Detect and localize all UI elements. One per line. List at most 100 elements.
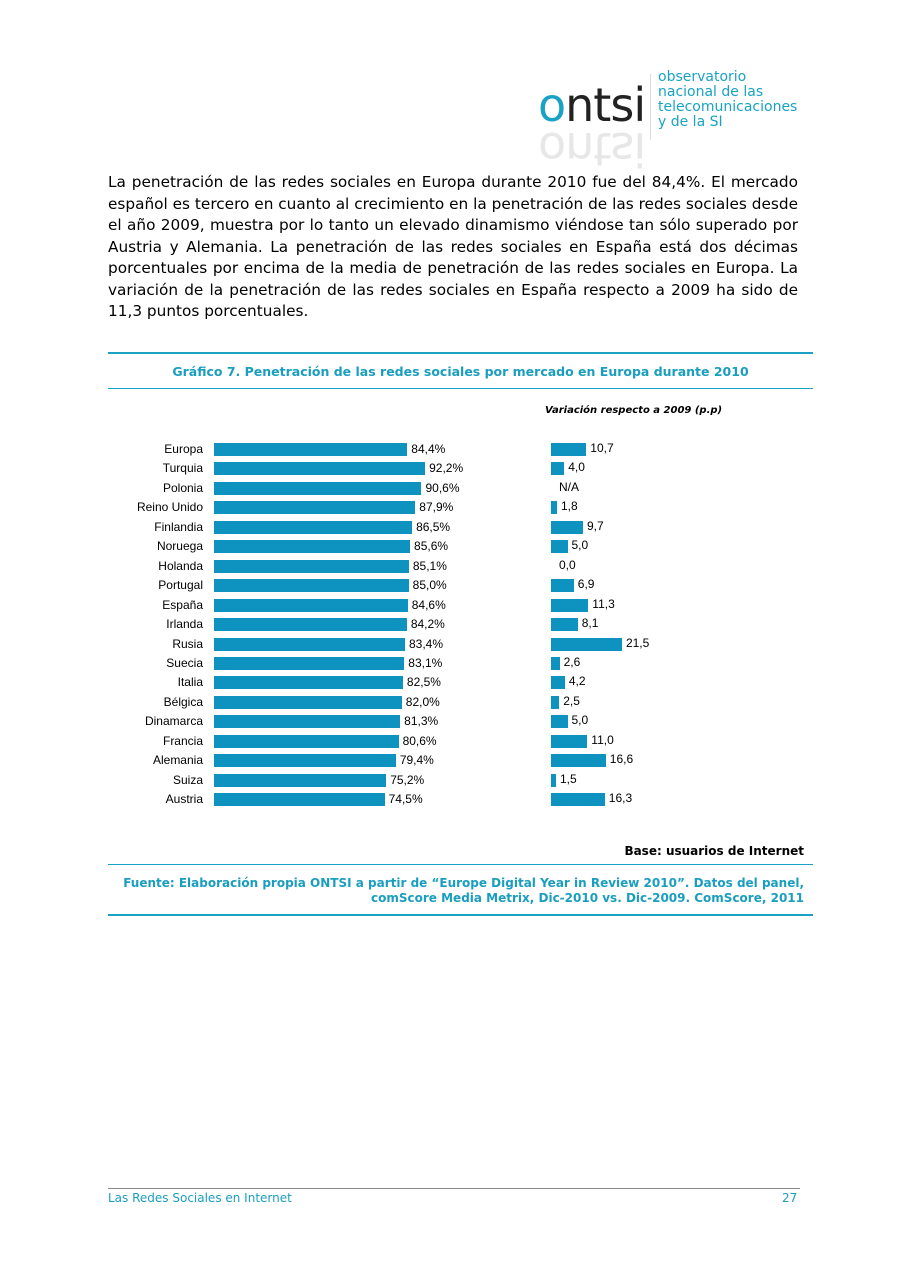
variation-value-label: 16,6 (609, 752, 634, 767)
penetration-bar (214, 773, 387, 787)
penetration-bar (214, 481, 422, 495)
penetration-bar (214, 579, 409, 593)
variation-bar (551, 520, 583, 534)
penetration-value-label: 74,5% (388, 792, 423, 807)
category-label: Alemania (152, 753, 203, 768)
logo-mark: ontsi (538, 78, 646, 132)
variation-bar (551, 637, 622, 651)
penetration-bar (214, 793, 385, 807)
variation-bar (551, 462, 565, 476)
category-label: Austria (165, 792, 203, 807)
category-label: Finlandia (154, 519, 203, 534)
penetration-bar (214, 637, 405, 651)
category-label: Dinamarca (144, 714, 203, 729)
variation-value-label: 6,9 (577, 577, 595, 592)
penetration-value-label: 90,6% (425, 480, 460, 495)
body-paragraph: La penetración de las redes sociales en … (108, 173, 798, 320)
variation-bar (551, 754, 606, 768)
penetration-bar (214, 559, 409, 573)
variation-value-label: 16,3 (608, 791, 633, 806)
category-label: Portugal (158, 578, 203, 593)
variation-value-label: 2,6 (563, 654, 581, 669)
category-label: Turquia (162, 461, 203, 476)
chart-base: Base: usuarios de Internet (624, 844, 804, 858)
variation-title: Variación respecto a 2009 (p.p) (545, 405, 723, 416)
penetration-bar (214, 462, 426, 476)
chart-source: Fuente: Elaboración propia ONTSI a parti… (123, 876, 804, 905)
variation-bar (551, 715, 568, 729)
penetration-bar (214, 754, 396, 768)
penetration-bar (214, 598, 408, 612)
divider (108, 914, 813, 916)
penetration-value-label: 83,1% (408, 655, 443, 670)
logo-line: nacional de las (658, 84, 764, 100)
logo-line: telecomunicaciones (658, 99, 798, 115)
variation-bar (551, 676, 565, 690)
category-label: Bélgica (163, 694, 203, 709)
penetration-value-label: 82,5% (406, 675, 441, 690)
penetration-value-label: 75,2% (390, 772, 425, 787)
variation-bar (551, 773, 556, 787)
logo-line: observatorio (658, 69, 747, 85)
penetration-value-label: 86,5% (416, 519, 451, 534)
logo-separator (650, 74, 651, 140)
variation-value-label: 5,0 (571, 713, 589, 728)
variation-bar (551, 598, 589, 612)
penetration-value-label: 85,1% (412, 558, 447, 573)
variation-bar (551, 579, 574, 593)
category-label: Noruega (156, 539, 203, 554)
category-label: Holanda (158, 558, 203, 573)
penetration-value-label: 92,2% (429, 461, 464, 476)
variation-value-label: 21,5 (625, 635, 650, 650)
category-label: Irlanda (166, 617, 203, 632)
logo-line: y de la SI (658, 114, 723, 130)
category-label: Reino Unido (136, 500, 203, 515)
variation-value-label: 11,3 (592, 596, 615, 611)
category-label: Italia (177, 675, 203, 690)
divider (108, 864, 813, 865)
divider (108, 352, 813, 354)
penetration-bar (214, 695, 402, 709)
variation-bar (551, 443, 587, 456)
variation-value-label: N/A (559, 479, 580, 494)
penetration-bar (214, 676, 403, 690)
variation-bar (551, 695, 560, 709)
variation-bar (551, 793, 605, 807)
variation-bar (551, 501, 557, 515)
page-number: 27 (782, 1191, 798, 1205)
variation-value-label: 4,2 (568, 674, 586, 689)
penetration-value-label: 81,3% (404, 714, 439, 729)
penetration-bar (214, 501, 416, 515)
penetration-value-label: 85,6% (414, 539, 449, 554)
penetration-bar (214, 734, 399, 748)
logo-text: observatorio nacional de las telecomunic… (658, 70, 797, 130)
divider (108, 388, 813, 389)
variation-value-label: 4,0 (568, 460, 585, 475)
category-label: Europa (164, 442, 203, 456)
variation-value-label: 0,0 (559, 557, 576, 572)
penetration-value-label: 84,4% (411, 442, 446, 456)
variation-bar (551, 656, 560, 670)
variation-value-label: 1,5 (559, 771, 577, 786)
category-label: Rusia (172, 636, 203, 651)
variation-value-label: 8,1 (581, 616, 599, 631)
penetration-value-label: 83,4% (408, 636, 444, 651)
penetration-value-label: 80,6% (402, 733, 437, 748)
variation-bar (551, 734, 588, 748)
footer-rule (108, 1188, 800, 1189)
variation-bar (551, 540, 568, 554)
variation-value-label: 9,7 (587, 518, 604, 533)
category-label: Polonia (162, 480, 203, 495)
variation-value-label: 1,8 (560, 499, 578, 514)
variation-bar (551, 618, 578, 632)
variation-value-label: 5,0 (571, 538, 589, 553)
category-label: España (162, 597, 203, 612)
penetration-value-label: 84,6% (411, 597, 446, 612)
penetration-bar (214, 540, 411, 554)
penetration-bar (214, 656, 405, 670)
penetration-value-label: 82,0% (405, 694, 440, 709)
footer-title: Las Redes Sociales en Internet (108, 1191, 292, 1205)
penetration-value-label: 87,9% (419, 500, 454, 515)
